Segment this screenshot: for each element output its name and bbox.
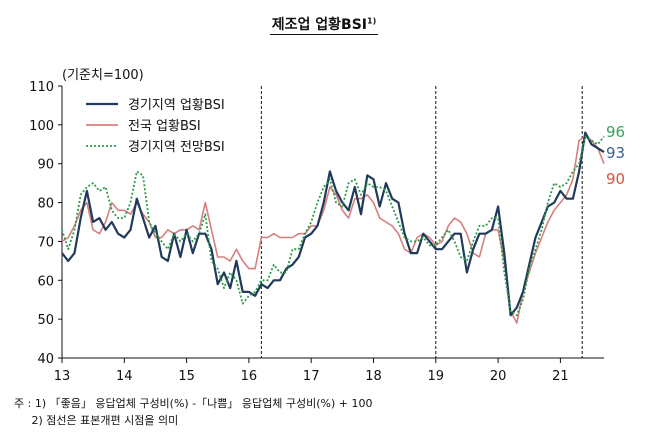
chart-title-text: 제조업 업황BSI — [271, 17, 367, 33]
x-tick-label: 14 — [116, 369, 133, 384]
chart-title-footnote: 1) — [367, 16, 377, 26]
footnote-1: 주 : 1) 「좋음」 응답업체 구성비(%) -「나쁨」 응답업체 구성비(%… — [14, 397, 373, 410]
y-tick-label: 80 — [37, 197, 54, 212]
sample-revision-lines — [260, 86, 583, 358]
series-end-labels: 93 90 96 — [606, 123, 625, 188]
footnote-2: 2) 점선은 표본개편 시점을 의미 — [14, 414, 179, 427]
x-tick-label: 19 — [428, 369, 445, 384]
x-tick-label: 21 — [552, 369, 569, 384]
y-tick-label: 70 — [37, 235, 54, 250]
y-tick-label: 50 — [37, 313, 54, 328]
chart-series — [61, 131, 605, 324]
legend-label: 경기지역 업황BSI — [128, 98, 225, 113]
legend-label: 전국 업황BSI — [128, 119, 201, 134]
y-tick-label: 60 — [37, 274, 54, 289]
y-tick-label: 100 — [29, 119, 54, 134]
y-tick-label: 40 — [37, 352, 54, 367]
y-tick-label: 90 — [37, 158, 54, 173]
end-value-label: 90 — [606, 170, 625, 188]
series-line-3 — [61, 135, 605, 317]
legend-label: 경기지역 전망BSI — [128, 140, 225, 155]
x-tick-label: 13 — [54, 369, 71, 384]
chart-legend: 경기지역 업황BSI 전국 업황BSI 경기지역 전망BSI — [86, 98, 225, 155]
chart-title: 제조업 업황BSI1) — [0, 14, 648, 35]
chart-axes: 40 50 60 70 80 90 100 110 13 14 15 16 17 18 19 20 21 — [29, 80, 604, 384]
series-line-1 — [61, 131, 605, 317]
end-value-label: 93 — [606, 144, 625, 162]
y-tick-label: 110 — [29, 80, 54, 95]
x-tick-label: 20 — [490, 369, 507, 384]
x-tick-label: 15 — [178, 369, 195, 384]
x-tick-label: 18 — [365, 369, 382, 384]
unit-label: (기준치=100) — [62, 68, 144, 83]
end-value-label: 96 — [606, 123, 625, 141]
x-tick-label: 17 — [303, 369, 320, 384]
x-tick-label: 16 — [241, 369, 258, 384]
